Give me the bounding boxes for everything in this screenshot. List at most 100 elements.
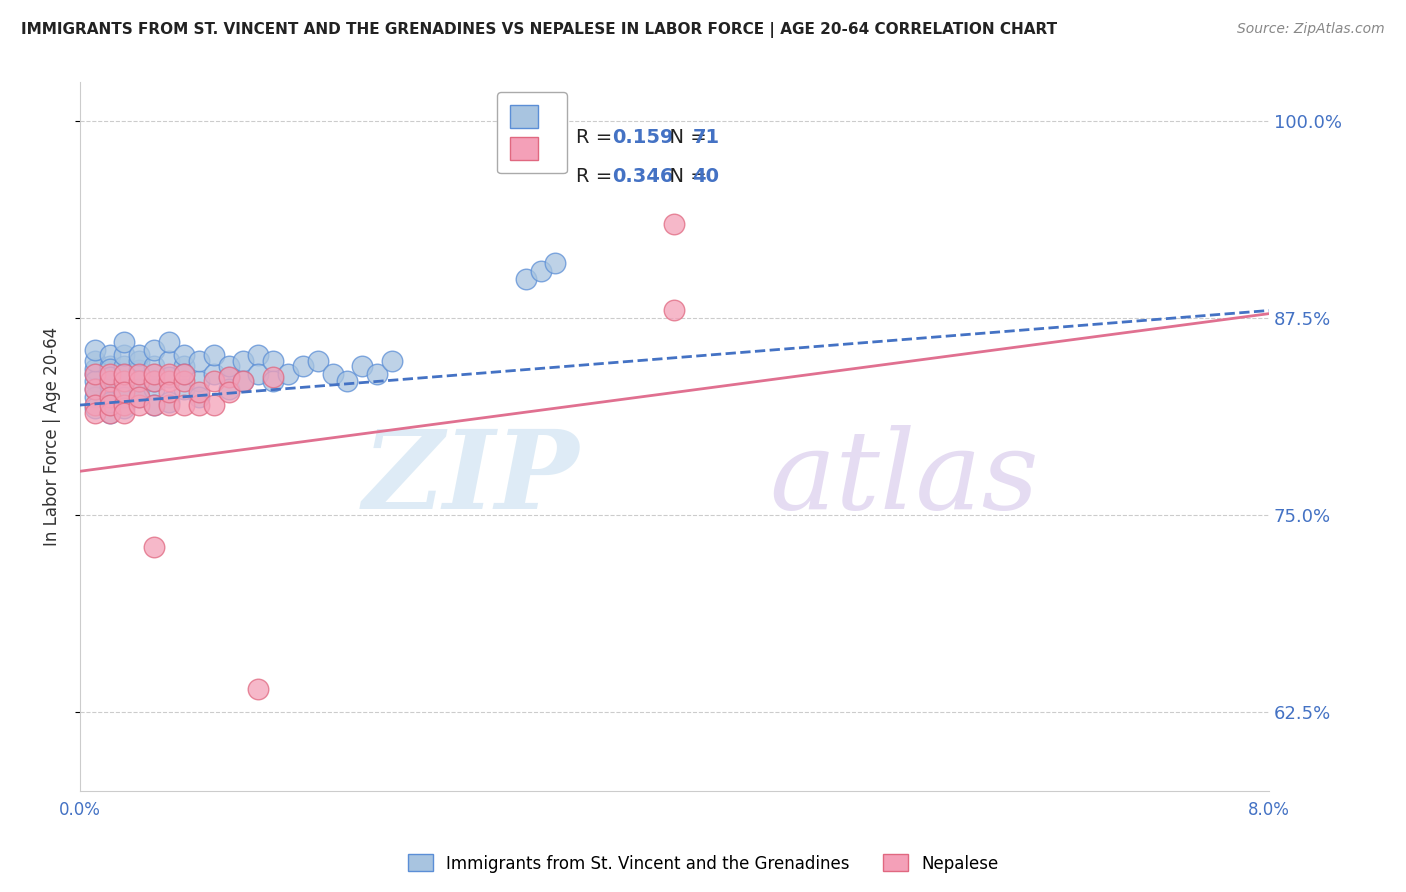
Point <box>218 359 240 373</box>
Point <box>114 385 136 400</box>
Point <box>114 348 136 362</box>
Point <box>98 398 121 412</box>
Point <box>157 375 180 389</box>
Point <box>83 367 105 381</box>
Point <box>83 354 105 368</box>
Point <box>381 354 404 368</box>
Point <box>143 398 166 412</box>
Point <box>277 367 299 381</box>
Point <box>173 367 195 381</box>
Point <box>218 385 240 400</box>
Point <box>157 395 180 409</box>
Point <box>98 348 121 362</box>
Text: R =: R = <box>576 128 619 146</box>
Point <box>114 401 136 416</box>
Point <box>232 354 254 368</box>
Point <box>218 369 240 384</box>
Point <box>83 398 105 412</box>
Point <box>114 406 136 420</box>
Point <box>664 303 686 318</box>
Point <box>128 354 150 368</box>
Point <box>128 375 150 389</box>
Text: N =: N = <box>658 167 713 186</box>
Point <box>232 375 254 389</box>
Point <box>202 398 225 412</box>
Point <box>173 398 195 412</box>
Point <box>173 375 195 389</box>
Point <box>128 390 150 404</box>
Point <box>247 681 270 696</box>
Point <box>336 375 359 389</box>
Point <box>98 390 121 404</box>
Point <box>664 217 686 231</box>
Point <box>83 382 105 396</box>
Point <box>114 385 136 400</box>
Text: ZIP: ZIP <box>363 425 579 533</box>
Point <box>114 398 136 412</box>
Point <box>83 343 105 357</box>
Point <box>173 382 195 396</box>
Point <box>143 367 166 381</box>
Point <box>128 390 150 404</box>
Point <box>98 406 121 420</box>
Point <box>202 375 225 389</box>
Point <box>187 354 209 368</box>
Point <box>143 375 166 389</box>
Point <box>143 367 166 381</box>
Text: 71: 71 <box>693 128 720 146</box>
Point <box>83 406 105 420</box>
Point <box>114 367 136 381</box>
Point <box>83 401 105 416</box>
Point <box>173 367 195 381</box>
Point <box>530 264 553 278</box>
Point <box>98 367 121 381</box>
Point <box>128 363 150 377</box>
Point <box>98 387 121 401</box>
Point <box>83 367 105 381</box>
Point <box>187 385 209 400</box>
Point <box>218 369 240 384</box>
Point <box>157 354 180 368</box>
Text: N =: N = <box>658 128 713 146</box>
Point <box>143 375 166 389</box>
Point <box>352 359 374 373</box>
Point <box>98 395 121 409</box>
Point <box>157 385 180 400</box>
Point <box>143 398 166 412</box>
Point <box>232 375 254 389</box>
Point <box>202 348 225 362</box>
Text: 0.159: 0.159 <box>613 128 673 146</box>
Text: Source: ZipAtlas.com: Source: ZipAtlas.com <box>1237 22 1385 37</box>
Legend: , : , <box>496 92 567 173</box>
Point <box>114 375 136 389</box>
Point <box>262 369 284 384</box>
Point <box>291 359 314 373</box>
Point <box>247 348 270 362</box>
Point <box>98 406 121 420</box>
Point <box>366 367 388 381</box>
Point <box>247 367 270 381</box>
Point <box>307 354 329 368</box>
Point <box>98 369 121 384</box>
Point <box>187 375 209 389</box>
Point <box>187 398 209 412</box>
Point <box>83 382 105 396</box>
Point <box>173 348 195 362</box>
Legend: Immigrants from St. Vincent and the Grenadines, Nepalese: Immigrants from St. Vincent and the Gren… <box>401 847 1005 880</box>
Point <box>98 361 121 376</box>
Point <box>83 390 105 404</box>
Point <box>98 379 121 393</box>
Point <box>187 390 209 404</box>
Point <box>143 540 166 554</box>
Point <box>114 334 136 349</box>
Point <box>98 359 121 373</box>
Text: IMMIGRANTS FROM ST. VINCENT AND THE GRENADINES VS NEPALESE IN LABOR FORCE | AGE : IMMIGRANTS FROM ST. VINCENT AND THE GREN… <box>21 22 1057 38</box>
Point <box>157 369 180 384</box>
Point <box>202 367 225 381</box>
Point <box>262 375 284 389</box>
Point <box>143 343 166 357</box>
Point <box>322 367 344 381</box>
Point <box>114 375 136 389</box>
Point <box>98 398 121 412</box>
Point <box>128 367 150 381</box>
